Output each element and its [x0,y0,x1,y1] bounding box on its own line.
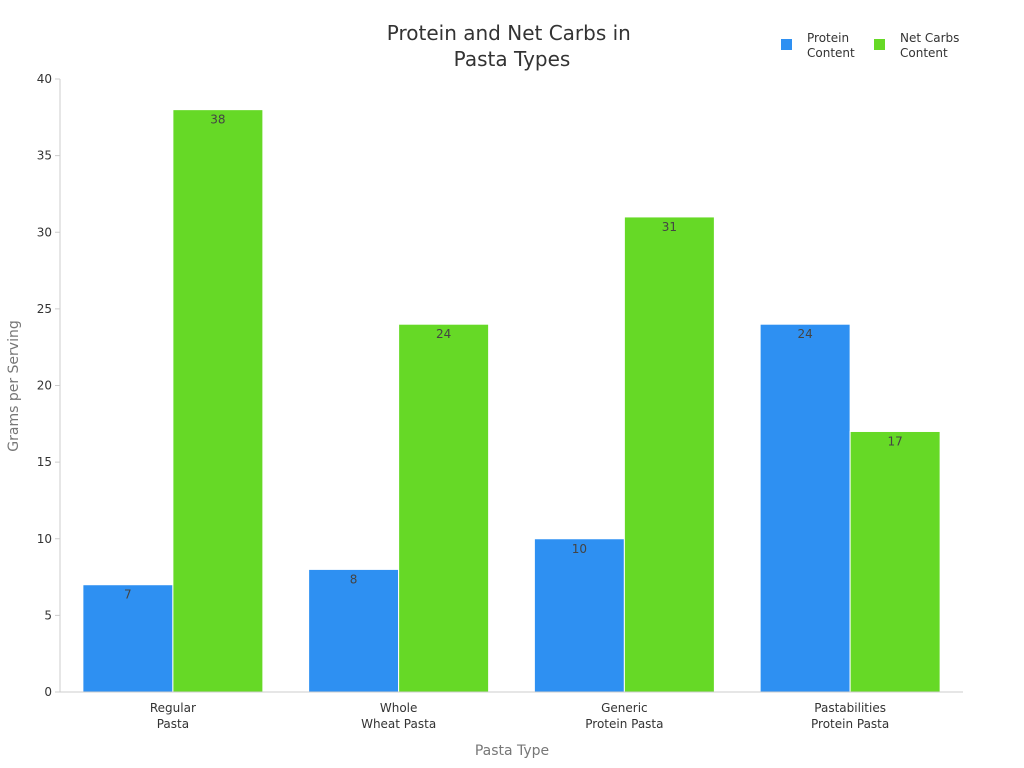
y-axis: 0 5 10 15 20 25 30 35 40 [37,72,61,699]
y-tick-label: 0 [44,685,52,699]
x-tick-label-line: Pasta [157,717,189,731]
bar-value-label: 24 [797,327,812,341]
y-tick-label: 30 [37,225,52,239]
y-tick-label: 15 [37,455,52,469]
bars: 7 38 8 24 10 31 24 17 [82,109,941,693]
x-tick-label-line: Pastabilities [814,701,886,715]
x-tick-label-line: Regular [150,701,196,715]
legend-swatch [781,39,792,50]
bar [533,538,625,693]
bar-value-label: 31 [662,220,677,234]
bar-value-label: 7 [124,588,132,602]
legend-label: Protein Content [807,31,855,60]
x-tick-label: Regular Pasta [150,701,196,731]
x-tick-label-line: Protein Pasta [811,717,889,731]
y-tick-label: 35 [37,149,52,163]
bar [308,568,400,693]
y-tick-label: 20 [37,379,52,393]
bar-value-label: 10 [572,542,587,556]
y-tick-label: 10 [37,532,52,546]
bar [759,323,851,693]
bar [398,323,490,693]
chart-title-line-2: Pasta Types [454,47,571,71]
bar [172,109,264,693]
bar [623,216,715,693]
chart-title: Protein and Net Carbs in Pasta Types [387,21,637,71]
bar-value-label: 24 [436,327,451,341]
x-axis: Regular Pasta Whole Wheat Pasta Generic Prote… [60,691,963,731]
chart-title-line-1: Protein and Net Carbs in [387,21,631,45]
legend-label: Net Carbs Content [900,31,959,60]
x-tick-label: Whole Wheat Pasta [361,701,436,731]
y-tick-label: 5 [44,608,52,622]
y-axis-title: Grams per Serving [6,320,22,451]
x-tick-label-line: Generic [601,701,648,715]
x-tick-label-line: Wheat Pasta [361,717,436,731]
legend-swatch [874,39,885,50]
bar-value-label: 17 [887,434,902,448]
legend-label-line: Content [900,46,948,60]
y-tick-label: 25 [37,302,52,316]
legend-label-line: Content [807,46,855,60]
bar-value-label: 8 [350,572,358,586]
x-tick-label: Pastabilities Protein Pasta [811,701,889,731]
x-tick-label: Generic Protein Pasta [585,701,663,731]
bar-value-label: 38 [210,113,225,127]
x-tick-label-line: Whole [380,701,418,715]
legend-label-line: Protein [807,31,849,45]
bar [849,430,941,693]
x-tick-label-line: Protein Pasta [585,717,663,731]
legend-label-line: Net Carbs [900,31,959,45]
x-axis-title: Pasta Type [475,743,549,759]
y-tick-label: 40 [37,72,52,86]
